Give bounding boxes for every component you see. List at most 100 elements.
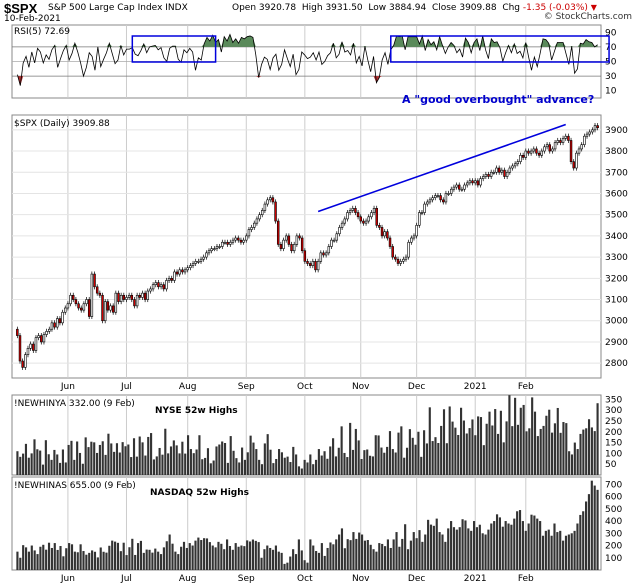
nyse-bar (243, 459, 247, 475)
nasdaq-bar (283, 563, 286, 570)
nasdaq-bar (421, 541, 424, 570)
nyse-bar (84, 437, 87, 475)
nasdaq-bar (556, 532, 559, 570)
candle-body (101, 294, 104, 322)
candle-body (16, 328, 19, 336)
candle-body (394, 256, 397, 260)
candle-body (146, 290, 150, 300)
rsi-tick-label: 10 (605, 87, 617, 97)
nyse-bar (132, 438, 136, 475)
nasdaq-bar (424, 534, 427, 570)
nyse-bar (39, 450, 42, 475)
nyse-bar (522, 404, 525, 475)
nasdaq-bar (432, 525, 435, 570)
nasdaq-bar (260, 557, 263, 570)
candle-body (90, 273, 94, 317)
nasdaq-bar (68, 543, 71, 570)
nasdaq-bar (579, 514, 582, 570)
nasdaq-bar (401, 538, 404, 570)
nasdaq-bar (461, 519, 464, 570)
nasdaq-bar (596, 489, 599, 570)
overbought-box (390, 35, 610, 63)
nasdaq-bar (484, 534, 487, 570)
nyse-bar (36, 449, 39, 475)
nyse-bar (349, 422, 352, 475)
nasdaq-bar (145, 549, 148, 570)
nyse-bar (16, 451, 19, 475)
candle-body (191, 263, 195, 266)
candle-body (428, 199, 432, 203)
nyse-bar (317, 449, 320, 475)
nasdaq-bar (507, 523, 510, 570)
nasdaq-bar (188, 543, 191, 570)
nasdaq-bar (134, 554, 137, 570)
candle-body (151, 284, 155, 290)
nasdaq-bar (208, 542, 211, 570)
candle-body (489, 171, 493, 177)
nasdaq-tick-label: 300 (605, 529, 622, 539)
nasdaq-bar (56, 549, 59, 570)
nasdaq-bar (53, 543, 56, 570)
nyse-bar (562, 422, 565, 475)
x-tick-label: Dec (408, 574, 425, 584)
nasdaq-bar (587, 494, 591, 570)
nasdaq-bar (88, 552, 91, 570)
candle-body (471, 180, 474, 184)
candle-body (444, 193, 448, 203)
candle-body (170, 278, 173, 281)
candle-body (127, 294, 131, 298)
candle-body (258, 214, 261, 220)
nasdaq-bar (65, 548, 68, 570)
nasdaq-bar (99, 547, 102, 570)
spx-tick-label: 2900 (605, 338, 628, 348)
nasdaq-bar (30, 545, 33, 570)
candle-body (268, 197, 272, 201)
brand-watermark: © StockCharts.com (543, 12, 632, 22)
candle-body (412, 235, 416, 239)
nasdaq-bar (47, 542, 51, 570)
nasdaq-bar (177, 554, 180, 570)
nyse-bar (113, 451, 116, 475)
candle-body (511, 165, 514, 169)
nasdaq-bar (162, 547, 165, 570)
nyse-bar (579, 433, 582, 475)
candle-body (53, 322, 56, 328)
nasdaq-bar (570, 533, 573, 570)
nyse-bar (277, 449, 281, 475)
nyse-bar (33, 439, 36, 475)
nasdaq-bar (392, 539, 395, 570)
candle-body (388, 237, 392, 247)
nyse-bar (423, 430, 426, 475)
nasdaq-bar (292, 549, 295, 570)
nyse-bar (141, 442, 144, 475)
nyse-bar (548, 409, 551, 475)
nyse-bar (508, 395, 511, 475)
candle-body (141, 292, 144, 298)
nyse-bar (178, 453, 181, 475)
nyse-bar (462, 420, 465, 475)
nasdaq-bar (22, 545, 25, 570)
nyse-bar (371, 456, 374, 475)
nyse-bar (323, 451, 326, 475)
nyse-bar (218, 444, 221, 475)
candle-body (402, 258, 405, 262)
nyse-bar (502, 442, 505, 475)
nyse-bar (568, 451, 571, 475)
candle-body (532, 148, 536, 152)
nyse-title: NYSE 52w Highs (155, 406, 238, 416)
candle-body (74, 299, 78, 305)
candle-body (473, 180, 477, 184)
nasdaq-bar (389, 547, 392, 570)
nasdaq-bar (521, 521, 524, 570)
nyse-bar (394, 452, 397, 475)
nasdaq-bar (315, 551, 318, 570)
nasdaq-bar (412, 532, 415, 570)
nyse-bar (585, 428, 588, 475)
candle-body (234, 237, 237, 241)
nyse-bar (229, 436, 232, 475)
candle-body (274, 201, 277, 222)
nasdaq-bar (136, 543, 140, 570)
nasdaq-bar (524, 530, 527, 570)
nyse-bar (56, 454, 59, 475)
x-tick-label: Sep (238, 382, 255, 392)
